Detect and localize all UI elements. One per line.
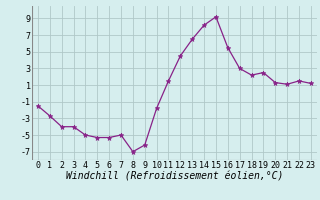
X-axis label: Windchill (Refroidissement éolien,°C): Windchill (Refroidissement éolien,°C) bbox=[66, 172, 283, 182]
